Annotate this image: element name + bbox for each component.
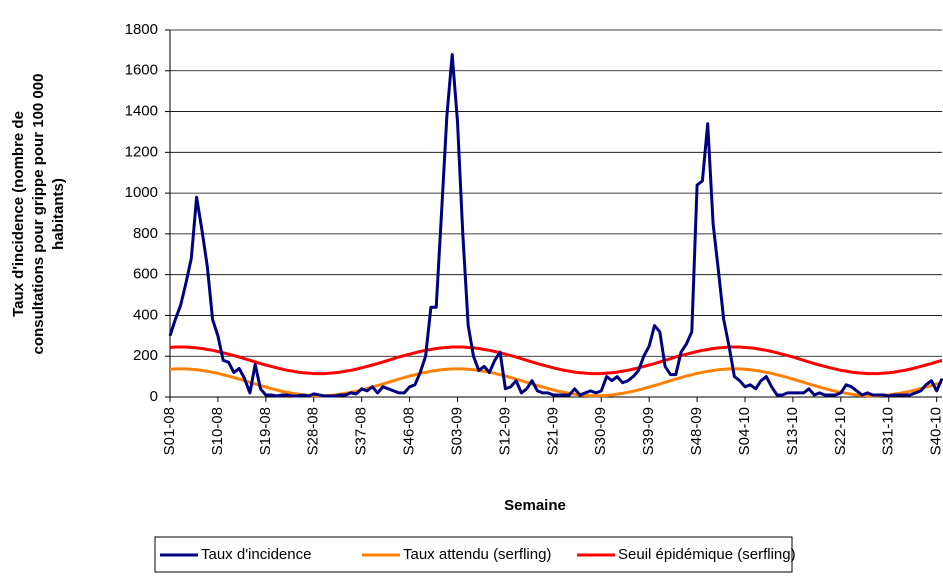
y-tick-label: 0	[150, 388, 158, 405]
x-tick-label: S37-08	[353, 407, 370, 455]
series-line	[169, 345, 943, 376]
legend-label: Taux attendu (serfling)	[403, 546, 551, 563]
x-tick-label: S40-10	[928, 407, 943, 455]
x-axis-title: Semaine	[504, 497, 566, 514]
x-tick-label: S46-08	[401, 407, 418, 455]
x-tick-label: S12-09	[496, 407, 513, 455]
y-axis-title: Taux d'incidence (nombre de consultation…	[10, 74, 67, 355]
y-tick-label: 600	[133, 266, 158, 283]
y-tick-label: 400	[133, 306, 158, 323]
y-tick-label: 200	[133, 347, 158, 364]
x-tick-label: S04-10	[736, 407, 753, 455]
y-axis-title-line: Taux d'incidence (nombre de	[10, 111, 27, 317]
x-tick-label: S48-09	[688, 407, 705, 455]
x-tick-label: S28-08	[305, 407, 322, 455]
legend-label: Seuil épidémique (serfling)	[618, 546, 796, 563]
y-tick-label: 1600	[125, 62, 158, 79]
y-tick-label: 1800	[125, 21, 158, 38]
x-tick-label: S31-10	[880, 407, 897, 455]
y-axis-title-line: habitants)	[50, 178, 67, 250]
legend-label: Taux d'incidence	[201, 546, 311, 563]
series-line	[168, 53, 943, 398]
x-tick-label: S10-08	[209, 407, 226, 455]
x-tick-label: S03-09	[448, 407, 465, 455]
y-axis-title-line: consultations pour grippe pour 100 000	[30, 74, 47, 355]
x-tick-label: S39-09	[640, 407, 657, 455]
legend-box	[154, 536, 793, 573]
x-tick-label: S30-09	[592, 407, 609, 455]
x-tick-label: S22-10	[832, 407, 849, 455]
y-tick-label: 1400	[125, 103, 158, 120]
series-line	[169, 367, 943, 398]
y-tick-label: 1200	[125, 143, 158, 160]
x-tick-label: S19-08	[257, 407, 274, 455]
y-tick-label: 1000	[125, 184, 158, 201]
y-tick-label: 800	[133, 225, 158, 242]
x-tick-label: S13-10	[784, 407, 801, 455]
x-tick-label: S01-08	[161, 407, 178, 455]
x-tick-label: S21-09	[544, 407, 561, 455]
